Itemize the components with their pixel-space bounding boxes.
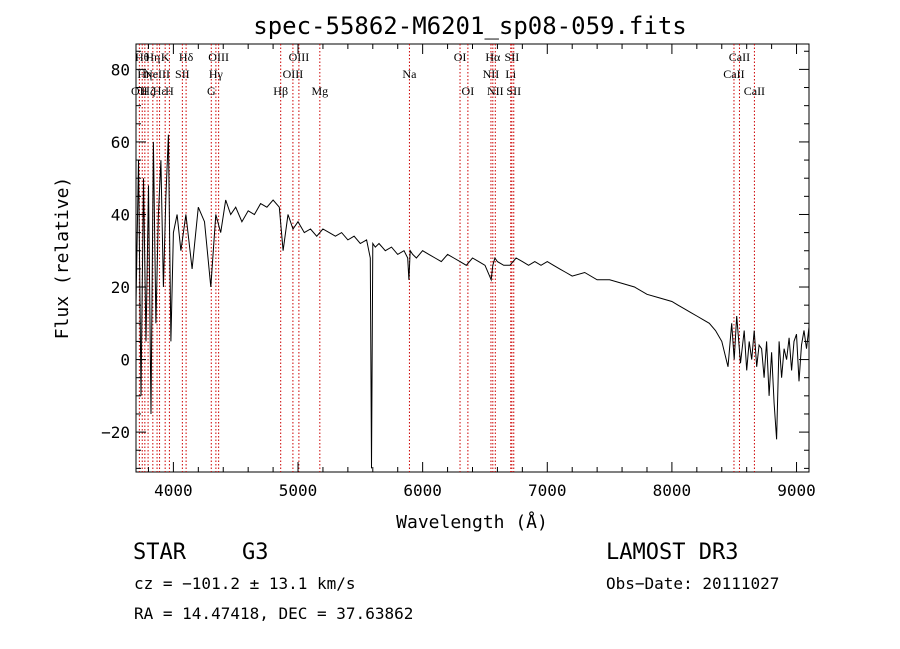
x-tick-label: 9000	[777, 481, 816, 500]
spectral-line-label: CaII	[723, 67, 744, 81]
y-tick-label: 40	[111, 205, 130, 224]
redshift-velocity: cz = −101.2 ± 13.1 km/s	[134, 574, 356, 593]
spectral-line-label: Na	[402, 67, 417, 81]
spectral-line-label: Li	[505, 67, 516, 81]
spectral-line-label: Hζ	[141, 84, 155, 98]
spectral-line-label: OIII	[283, 67, 304, 81]
spectral-line-label: Hα	[485, 50, 501, 64]
spectral-line-label: NII	[483, 67, 500, 81]
spectral-line-label: Hθ	[135, 50, 150, 64]
spectral-line-label: Hβ	[273, 84, 288, 98]
object-type: STAR	[133, 540, 187, 565]
y-tick-label: 80	[111, 60, 130, 79]
y-tick-label: −20	[101, 423, 130, 442]
y-axis-label: Flux (relative)	[52, 177, 73, 340]
spectral-line-label: OI	[454, 50, 467, 64]
spectral-line-label: Hη	[145, 50, 160, 64]
spectral-line-label: SII	[175, 67, 190, 81]
spectral-line-label: Hγ	[209, 67, 224, 81]
x-tick-label: 7000	[528, 481, 567, 500]
spectral-line-label: Hη	[137, 67, 152, 81]
spectral-line-label: H	[165, 84, 174, 98]
y-axis-ticks: −20 0 20 40 60 80	[101, 50, 809, 469]
chart-title: spec-55862-M6201_sp08-059.fits	[253, 12, 686, 40]
spectral-line-label: NeIII	[144, 67, 170, 81]
spectral-line-label: G	[207, 84, 216, 98]
spectral-line-label: Hδ	[179, 50, 194, 64]
subclass: G3	[242, 540, 269, 565]
spectral-line-label: CaII	[744, 84, 765, 98]
spectral-line-label: SII	[505, 50, 520, 64]
spectral-line-label: OIII	[289, 50, 310, 64]
spectral-line-markers	[138, 44, 755, 472]
spectrum-series-line	[135, 134, 810, 469]
x-axis-label: Wavelength (Å)	[396, 511, 548, 533]
observation-date: Obs−Date: 20111027	[606, 574, 779, 593]
spectral-line-label: SII	[506, 84, 521, 98]
spectral-line-label: OI	[462, 84, 475, 98]
spectral-line-label: Mg	[311, 84, 328, 98]
x-tick-label: 5000	[279, 481, 318, 500]
spectral-line-label: CaII	[729, 50, 750, 64]
ra-dec-coordinates: RA = 14.47418, DEC = 37.63862	[134, 604, 413, 623]
y-tick-label: 60	[111, 133, 130, 152]
spectral-line-label: OII	[131, 84, 148, 98]
spectral-line-label: K	[161, 50, 170, 64]
spectral-line-label: NII	[487, 84, 504, 98]
spectral-line-label: OIII	[208, 50, 229, 64]
x-axis-ticks: 4000 5000 6000 7000 8000 9000	[147, 44, 816, 500]
y-tick-label: 0	[120, 351, 130, 370]
spectral-line-labels: OIIHθHηHζHηNeIIIHεKHSIIHδGHγOIIIHβOIIIOI…	[131, 50, 765, 98]
spectral-line-label: Hε	[153, 84, 167, 98]
x-tick-label: 8000	[653, 481, 692, 500]
survey-name: LAMOST DR3	[606, 540, 738, 565]
x-tick-label: 6000	[403, 481, 442, 500]
x-tick-label: 4000	[154, 481, 193, 500]
y-tick-label: 20	[111, 278, 130, 297]
